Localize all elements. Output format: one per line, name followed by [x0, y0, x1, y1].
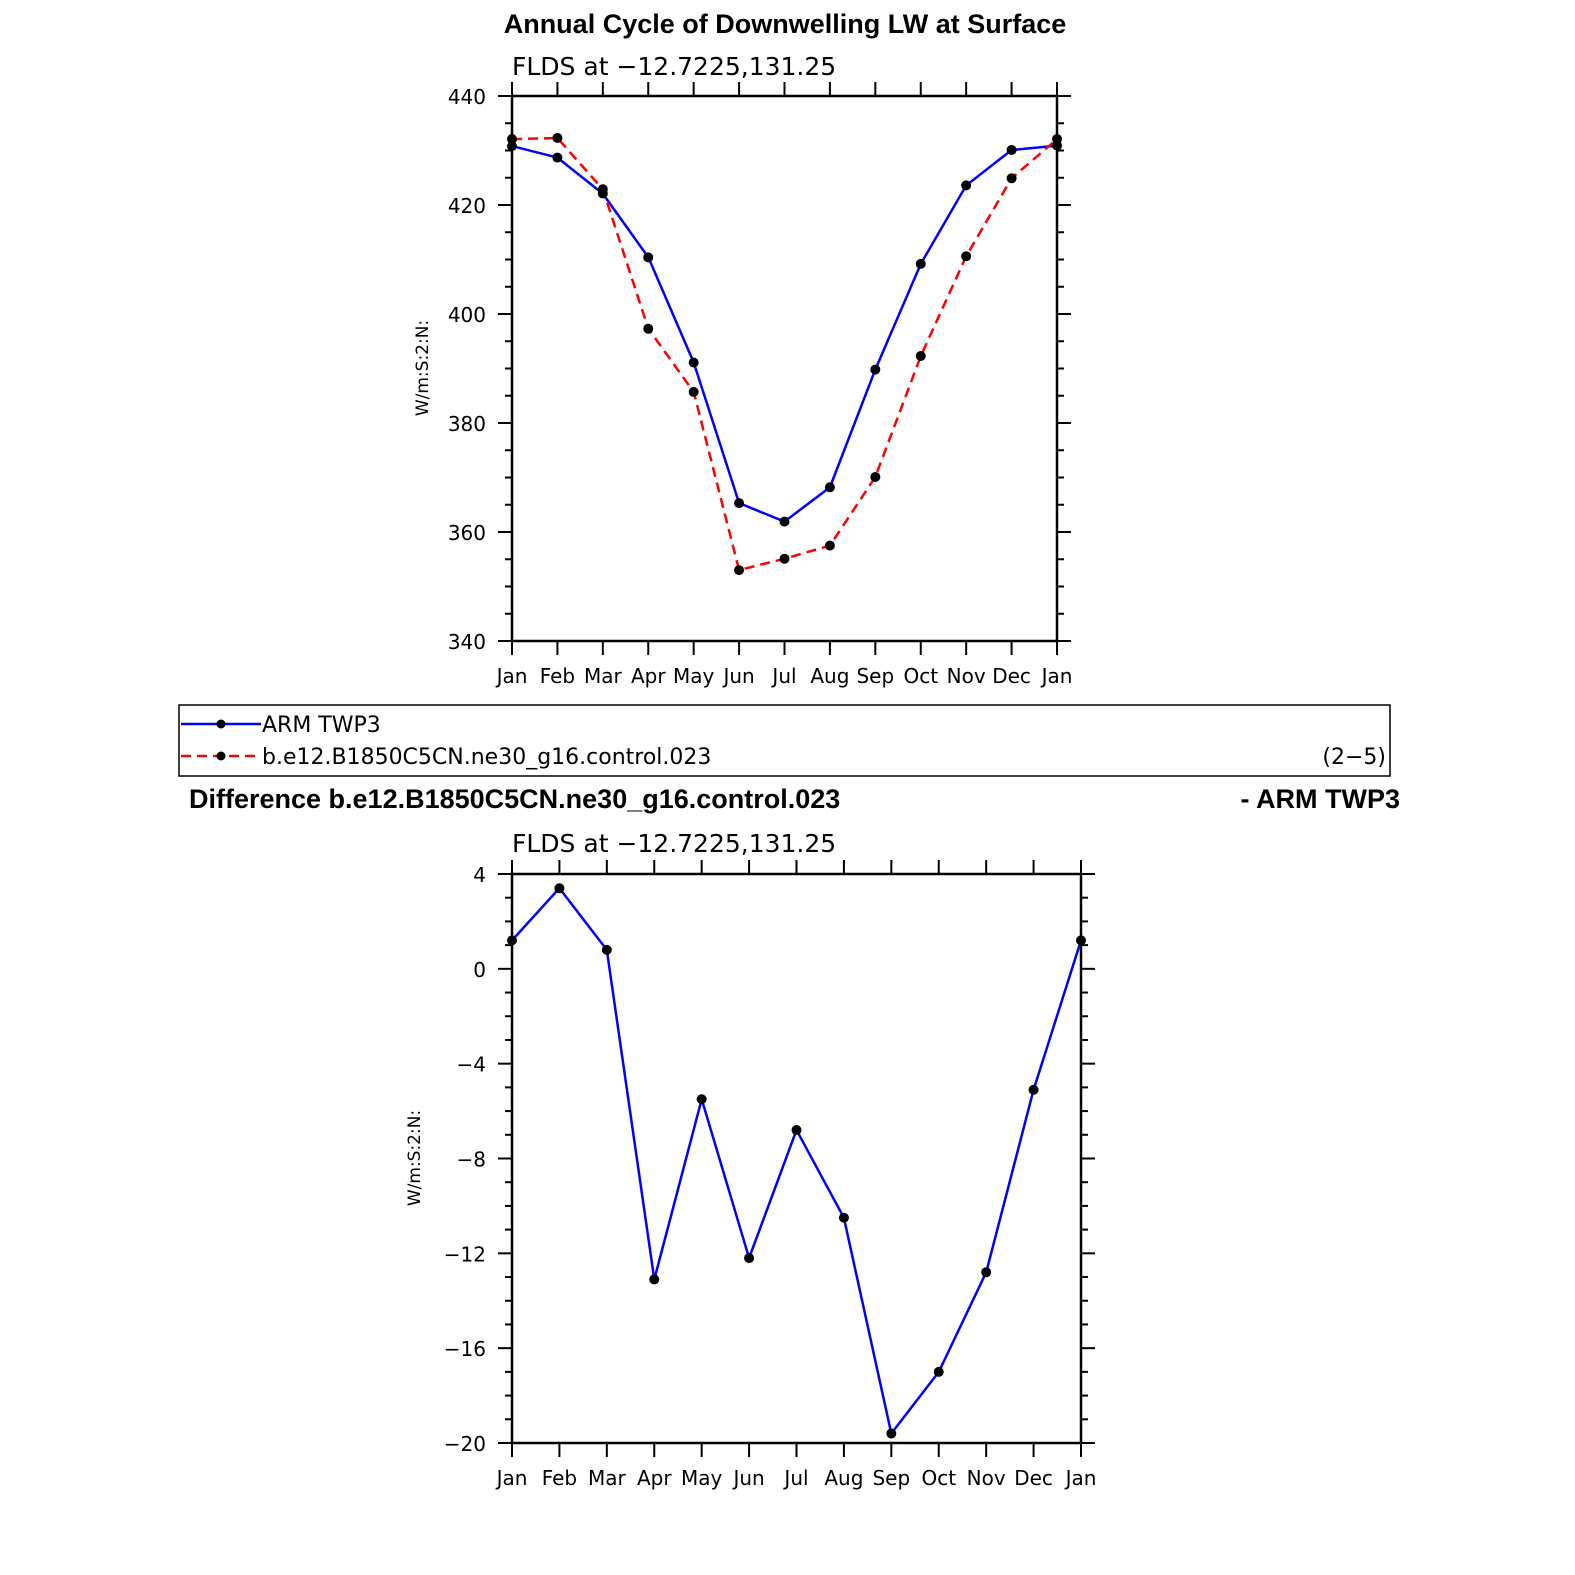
bottom-chart-xtick-label: Feb: [542, 1466, 577, 1490]
top-chart-ytick-label: 340: [448, 630, 486, 654]
bottom-chart-xtick-label: Sep: [872, 1466, 910, 1490]
top-chart-subtitle: FLDS at −12.7225,131.25: [512, 52, 836, 81]
top-chart-series-1-point: [688, 386, 699, 397]
bottom-chart-series-0-point: [838, 1212, 849, 1223]
top-chart-xtick-label: May: [673, 664, 715, 688]
top-chart-series-1-point: [824, 540, 835, 551]
bottom-chart-title-right: - ARM TWP3: [1241, 784, 1400, 814]
top-chart-series-0-point: [507, 141, 517, 152]
top-chart-series-1-point: [1052, 134, 1062, 145]
bottom-chart-ytick-label: −20: [444, 1432, 486, 1456]
top-chart-series-0-point: [915, 258, 926, 269]
top-chart-series-0-point: [734, 498, 745, 509]
bottom-chart-series-0-point: [791, 1125, 802, 1136]
top-chart-series-1-point: [961, 251, 972, 262]
top-chart-ytick-label: 400: [448, 303, 486, 327]
top-chart-series-0-point: [643, 252, 654, 263]
bottom-chart-plot-area: −20 −16 −12 −8 −4 0 4 Jan Feb Mar Apr May Jun Jul Aug S…: [444, 860, 1097, 1490]
top-chart-series-line-1: [511, 136, 1058, 572]
top-chart-ytick-label: 360: [448, 521, 486, 545]
bottom-chart-series-0-point: [1028, 1084, 1039, 1095]
bottom-chart-xtick-label: Aug: [824, 1466, 863, 1490]
legend-label-model: b.e12.B1850C5CN.ne30_g16.control.023: [262, 745, 711, 770]
top-chart-xtick-label: Jul: [770, 664, 796, 688]
bottom-chart-series-0-point: [507, 935, 517, 946]
top-chart-series-0-point: [688, 357, 699, 368]
legend-marker-model: [216, 751, 226, 761]
bottom-chart-subtitle: FLDS at −12.7225,131.25: [512, 829, 836, 858]
bottom-chart-ytick-label: −12: [444, 1242, 486, 1266]
top-chart-series-1-point: [1006, 173, 1017, 184]
bottom-chart-title: Difference b.e12.B1850C5CN.ne30_g16.cont…: [189, 784, 840, 814]
top-chart-xtick-label: Dec: [992, 664, 1031, 688]
bottom-chart-xtick-label: Jan: [1064, 1466, 1097, 1490]
top-chart-series-0-point: [824, 482, 835, 493]
top-chart-series-1-point: [734, 565, 745, 576]
bottom-chart-xtick-label: Mar: [588, 1466, 627, 1490]
top-chart-series-1-point: [597, 184, 608, 195]
bottom-chart-ytick-label: 4: [473, 863, 486, 887]
top-chart-series-1-point: [643, 323, 654, 334]
bottom-chart-xtick-label: Apr: [637, 1466, 672, 1490]
panel-label: (2−5): [1322, 745, 1386, 770]
bottom-chart-ytick-label: −8: [457, 1148, 486, 1172]
top-chart-series-0-point: [779, 516, 790, 527]
bottom-chart-ytick-label: 0: [473, 958, 486, 982]
bottom-chart-xtick-label: Dec: [1014, 1466, 1053, 1490]
top-chart-plot-area: 340 360 380 400 420 440 Jan Feb Mar Apr May Jun Jul A…: [448, 82, 1073, 688]
bottom-chart-xtick-label: Nov: [967, 1466, 1006, 1490]
bottom-chart-series-0-point: [601, 944, 612, 955]
top-chart-xtick-label: Nov: [947, 664, 986, 688]
top-chart-ylabel: W/m:S:2:N:: [413, 320, 433, 416]
bottom-chart-ytick-label: −16: [444, 1337, 486, 1361]
bottom-chart-ytick-label: −4: [457, 1053, 486, 1077]
top-chart-xtick-label: Mar: [584, 664, 623, 688]
legend-marker-arm: [216, 719, 226, 729]
top-chart-series-1-point: [552, 132, 563, 143]
legend: ARM TWP3 b.e12.B1850C5CN.ne30_g16.contro…: [178, 704, 1391, 777]
bottom-chart-series-0-point: [696, 1094, 707, 1105]
top-chart-title: Annual Cycle of Downwelling LW at Surfac…: [504, 9, 1067, 39]
top-chart-xtick-label: Jan: [1040, 664, 1073, 688]
top-chart-xtick-label: Apr: [631, 664, 666, 688]
top-chart-xtick-label: Sep: [856, 664, 894, 688]
bottom-chart-series-0-point: [744, 1253, 755, 1264]
bottom-chart-xtick-label: May: [681, 1466, 723, 1490]
bottom-chart-series-0-point: [554, 883, 565, 894]
top-chart-xtick-label: Jan: [495, 664, 528, 688]
bottom-chart-ylabel: W/m:S:2:N:: [405, 1110, 425, 1206]
top-chart-xtick-label: Aug: [810, 664, 849, 688]
legend-box: [178, 704, 1391, 777]
top-chart-series-line-0: [511, 144, 1058, 524]
top-chart-series-1-point: [779, 553, 790, 564]
top-chart-ytick-label: 380: [448, 412, 486, 436]
top-chart-series-0-point: [1006, 144, 1017, 155]
bottom-chart-series-0-point: [933, 1366, 944, 1377]
bottom-chart-series-0-point: [649, 1274, 660, 1285]
top-chart-xtick-label: Jun: [721, 664, 754, 688]
bottom-chart-series-line-0: [511, 886, 1083, 1437]
top-chart-xtick-label: Oct: [903, 664, 938, 688]
bottom-chart-series-0-point: [981, 1267, 992, 1278]
top-chart-series-1-point: [915, 350, 926, 361]
top-chart-xtick-label: Feb: [540, 664, 575, 688]
bottom-chart-xtick-label: Jun: [731, 1466, 764, 1490]
bottom-chart-series-0-point: [1076, 935, 1086, 946]
top-chart-series-1-point: [870, 471, 881, 482]
top-chart-series-0-point: [870, 364, 881, 375]
legend-label-arm: ARM TWP3: [262, 713, 381, 738]
top-chart-series-0-point: [552, 152, 563, 163]
top-chart-series-1-point: [507, 134, 517, 145]
bottom-chart-frame: [510, 872, 1083, 1445]
bottom-chart-xtick-label: Jan: [495, 1466, 528, 1490]
top-chart-ytick-label: 420: [448, 194, 486, 218]
top-chart-ytick-label: 440: [448, 85, 486, 109]
bottom-chart-xtick-label: Oct: [921, 1466, 956, 1490]
top-chart-series-0-point: [961, 180, 972, 191]
bottom-chart-series-0-point: [886, 1428, 897, 1439]
bottom-chart-xtick-label: Jul: [782, 1466, 808, 1490]
